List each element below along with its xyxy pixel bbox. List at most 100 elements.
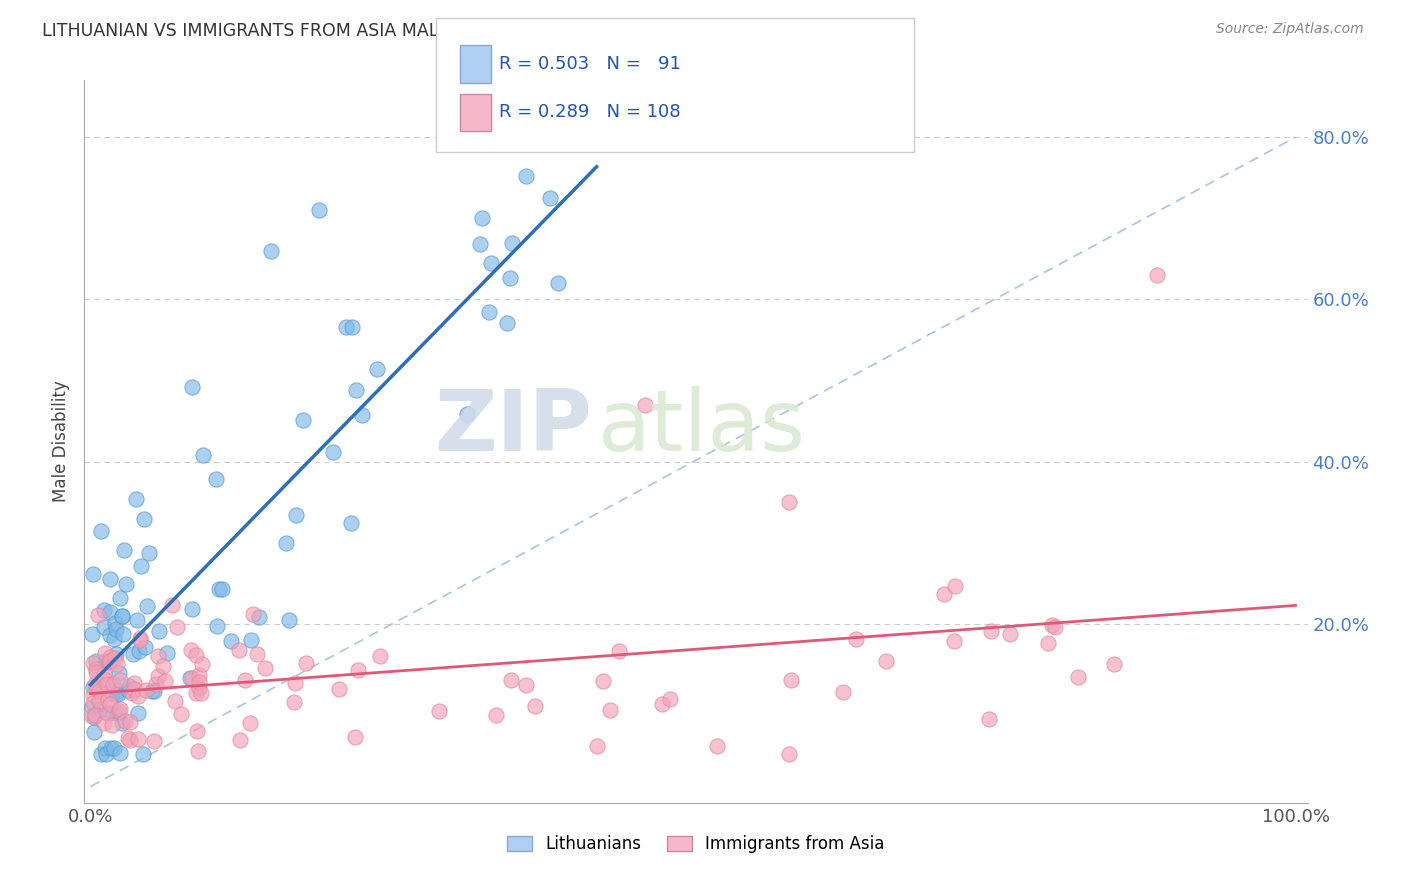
Point bbox=[98, 650, 121, 665]
Point bbox=[129, 559, 152, 574]
Point bbox=[111, 627, 134, 641]
Y-axis label: Male Disability: Male Disability bbox=[52, 381, 70, 502]
Point bbox=[980, 624, 1002, 639]
Point bbox=[96, 677, 118, 691]
Point bbox=[1040, 617, 1063, 632]
Point bbox=[98, 605, 121, 619]
Point bbox=[118, 714, 141, 729]
Point bbox=[163, 693, 186, 707]
Point bbox=[179, 672, 201, 686]
Point bbox=[471, 211, 494, 225]
Text: ZIP: ZIP bbox=[434, 385, 592, 468]
Text: R = 0.503   N =   91: R = 0.503 N = 91 bbox=[499, 55, 681, 73]
Point bbox=[124, 681, 146, 696]
Point bbox=[1102, 657, 1125, 671]
Point bbox=[1043, 620, 1066, 634]
Point bbox=[146, 669, 169, 683]
Text: LITHUANIAN VS IMMIGRANTS FROM ASIA MALE DISABILITY CORRELATION CHART: LITHUANIAN VS IMMIGRANTS FROM ASIA MALE … bbox=[42, 22, 744, 40]
Text: Source: ZipAtlas.com: Source: ZipAtlas.com bbox=[1216, 22, 1364, 37]
Point bbox=[181, 671, 204, 685]
Point bbox=[366, 362, 388, 376]
Point bbox=[103, 632, 125, 646]
Point bbox=[283, 676, 305, 690]
Point bbox=[599, 703, 621, 717]
Point bbox=[659, 692, 682, 706]
Point bbox=[186, 686, 208, 700]
Point bbox=[121, 647, 143, 661]
Point bbox=[104, 622, 127, 636]
Point bbox=[90, 747, 112, 761]
Point bbox=[86, 654, 108, 668]
Point bbox=[105, 687, 128, 701]
Point bbox=[153, 674, 176, 689]
Point bbox=[229, 733, 252, 747]
Point bbox=[246, 648, 269, 662]
Legend: Lithuanians, Immigrants from Asia: Lithuanians, Immigrants from Asia bbox=[501, 828, 891, 860]
Point bbox=[80, 700, 103, 714]
Point bbox=[934, 586, 956, 600]
Point bbox=[104, 648, 127, 662]
Point bbox=[111, 608, 134, 623]
Point bbox=[180, 380, 202, 394]
Point bbox=[184, 648, 207, 663]
Point bbox=[122, 676, 145, 690]
Point bbox=[278, 613, 301, 627]
Point bbox=[208, 582, 231, 596]
Point bbox=[93, 667, 115, 681]
Point bbox=[260, 244, 283, 258]
Point bbox=[240, 632, 263, 647]
Point bbox=[523, 699, 546, 714]
Point bbox=[253, 661, 276, 675]
Point bbox=[160, 599, 183, 613]
Point bbox=[427, 704, 450, 718]
Point bbox=[103, 741, 125, 756]
Point bbox=[634, 398, 657, 412]
Point bbox=[538, 191, 561, 205]
Point bbox=[104, 615, 127, 630]
Point bbox=[89, 524, 111, 539]
Point bbox=[107, 704, 129, 718]
Point bbox=[82, 656, 104, 670]
Point bbox=[186, 723, 208, 738]
Point bbox=[110, 609, 132, 624]
Point bbox=[108, 702, 131, 716]
Point bbox=[101, 687, 124, 701]
Point bbox=[108, 591, 131, 606]
Point bbox=[219, 634, 242, 648]
Point bbox=[170, 706, 193, 721]
Point bbox=[977, 712, 1000, 726]
Point bbox=[101, 717, 124, 731]
Point bbox=[283, 695, 305, 709]
Point bbox=[456, 407, 478, 421]
Point bbox=[344, 383, 367, 397]
Point bbox=[80, 627, 103, 641]
Point bbox=[1038, 636, 1060, 650]
Point bbox=[190, 657, 212, 671]
Point bbox=[180, 602, 202, 616]
Point bbox=[97, 693, 120, 707]
Point bbox=[143, 733, 166, 747]
Point bbox=[308, 203, 330, 218]
Point bbox=[117, 683, 139, 698]
Point bbox=[118, 679, 141, 693]
Point bbox=[82, 680, 104, 694]
Point bbox=[470, 236, 492, 251]
Point bbox=[112, 543, 135, 558]
Point bbox=[125, 613, 148, 627]
Point bbox=[129, 632, 152, 647]
Point bbox=[1066, 670, 1088, 684]
Point bbox=[104, 650, 127, 665]
Point bbox=[98, 655, 121, 669]
Point bbox=[121, 686, 143, 700]
Point bbox=[145, 677, 167, 691]
Point bbox=[89, 702, 111, 716]
Point bbox=[152, 658, 174, 673]
Point bbox=[190, 686, 212, 700]
Point bbox=[82, 566, 104, 581]
Point bbox=[108, 747, 131, 761]
Point bbox=[127, 731, 149, 746]
Point bbox=[501, 673, 523, 687]
Point bbox=[346, 663, 368, 677]
Point bbox=[335, 319, 357, 334]
Point bbox=[94, 747, 117, 761]
